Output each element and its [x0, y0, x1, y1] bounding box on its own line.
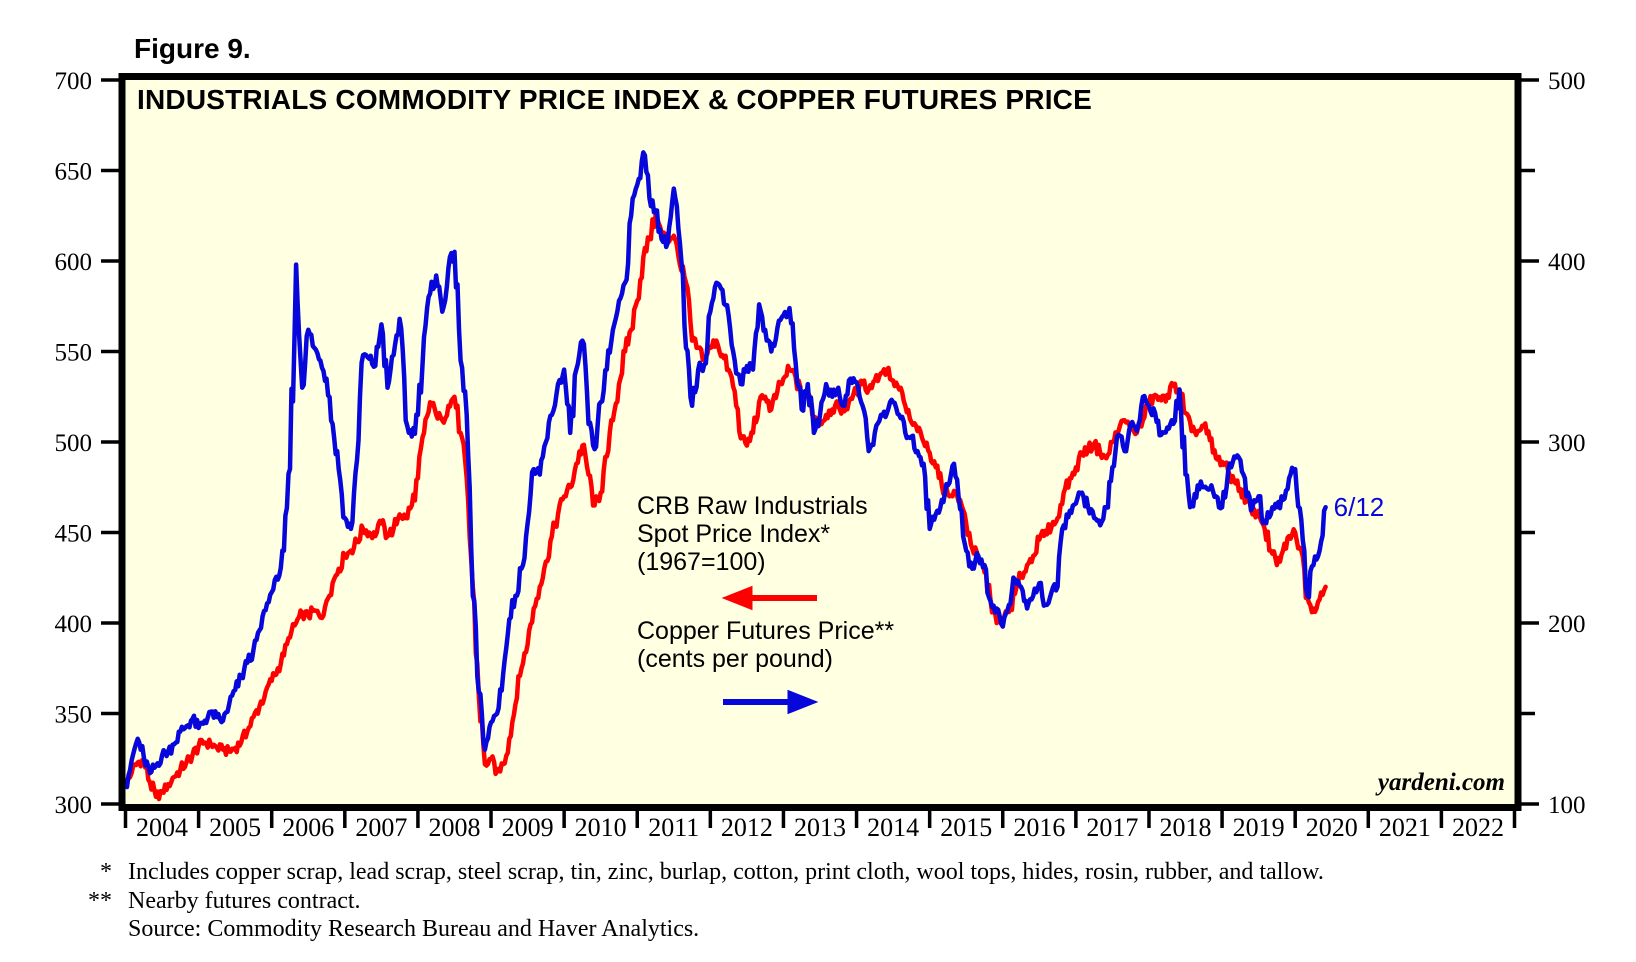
last-point-date-label: 6/12 — [1333, 492, 1385, 523]
axis-tick-label: 2011 — [648, 813, 699, 842]
axis-tick-label: 550 — [55, 340, 93, 367]
crb-left-arrow-icon — [721, 585, 817, 611]
watermark: yardeni.com — [1377, 769, 1505, 796]
footnote-row: * Includes copper scrap, lead scrap, stee… — [80, 858, 1324, 887]
axis-tick-label: 2013 — [794, 813, 846, 842]
axis-tick-label: 2012 — [721, 813, 773, 842]
axis-tick-label: 2008 — [428, 813, 480, 842]
axis-tick-label: 2017 — [1086, 813, 1138, 842]
crb-series-legend: CRB Raw Industrials Spot Price Index* (1… — [637, 492, 868, 576]
figure-label: Figure 9. — [134, 33, 251, 64]
axis-tick-label: 200 — [1548, 611, 1586, 638]
axis-tick-label: 2006 — [282, 813, 334, 842]
copper-series-legend: Copper Futures Price** (cents per pound) — [637, 617, 894, 673]
axis-tick-label: 700 — [55, 68, 93, 95]
axis-tick-label: 2015 — [940, 813, 992, 842]
axis-tick-label: 2022 — [1452, 813, 1504, 842]
copper-futures-line — [125, 150, 1328, 790]
axis-tick-label: 2020 — [1306, 813, 1358, 842]
axis-tick-label: 400 — [1548, 249, 1586, 276]
axis-tick-label: 2016 — [1013, 813, 1065, 842]
copper-legend-line2: (cents per pound) — [637, 645, 833, 673]
footnote-text: Source: Commodity Research Bureau and Ha… — [128, 916, 700, 942]
axis-tick-label: 300 — [1548, 430, 1586, 457]
footnote-mark: ** — [88, 887, 112, 914]
footnote-mark — [80, 915, 112, 944]
axis-tick-label: 300 — [55, 792, 93, 819]
crb-legend-line1: CRB Raw Industrials — [637, 492, 868, 520]
axis-tick-label: 100 — [1548, 792, 1586, 819]
footnote-mark: * — [100, 859, 112, 885]
crb-legend-line2: Spot Price Index* — [637, 520, 831, 548]
footnotes: * Includes copper scrap, lead scrap, stee… — [80, 858, 1324, 944]
copper-legend-line1: Copper Futures Price** — [637, 617, 895, 645]
chart-title: INDUSTRIALS COMMODITY PRICE INDEX & COPP… — [137, 84, 1092, 115]
axis-tick-label: 600 — [55, 249, 93, 276]
footnote-text: Nearby futures contract. — [128, 887, 361, 914]
footnote-text: Includes copper scrap, lead scrap, steel… — [128, 859, 1324, 885]
plot-area — [118, 73, 1522, 811]
footnote-row: Source: Commodity Research Bureau and Ha… — [80, 915, 1324, 944]
axis-labels: 700 650 600 550 500 450 400 350 300 500 400 300 200 1… — [55, 68, 1586, 842]
crb-legend-line3: (1967=100) — [637, 548, 766, 576]
axis-tick-label: 450 — [55, 521, 93, 548]
axis-tick-label: 2007 — [355, 813, 407, 842]
crb-raw-industrials-line — [125, 213, 1328, 802]
axis-tick-label: 500 — [1548, 68, 1586, 95]
axis-tick-label: 2019 — [1233, 813, 1285, 842]
footnote-row: ** Nearby futures contract. — [80, 887, 1324, 916]
axis-tick-label: 650 — [55, 159, 93, 186]
axis-tick-label: 2021 — [1379, 813, 1431, 842]
axis-tick-label: 2004 — [136, 813, 188, 842]
axis-tick-label: 2010 — [575, 813, 627, 842]
axis-ticks — [101, 78, 1539, 828]
axis-tick-label: 2005 — [209, 813, 261, 842]
axis-tick-label: 2014 — [867, 813, 919, 842]
axis-tick-label: 2018 — [1160, 813, 1212, 842]
axis-tick-label: 350 — [55, 702, 93, 729]
axis-tick-label: 400 — [55, 611, 93, 638]
axis-tick-label: 500 — [55, 430, 93, 457]
axis-tick-label: 2009 — [502, 813, 554, 842]
copper-right-arrow-icon — [723, 689, 819, 715]
series-lines — [125, 150, 1328, 802]
